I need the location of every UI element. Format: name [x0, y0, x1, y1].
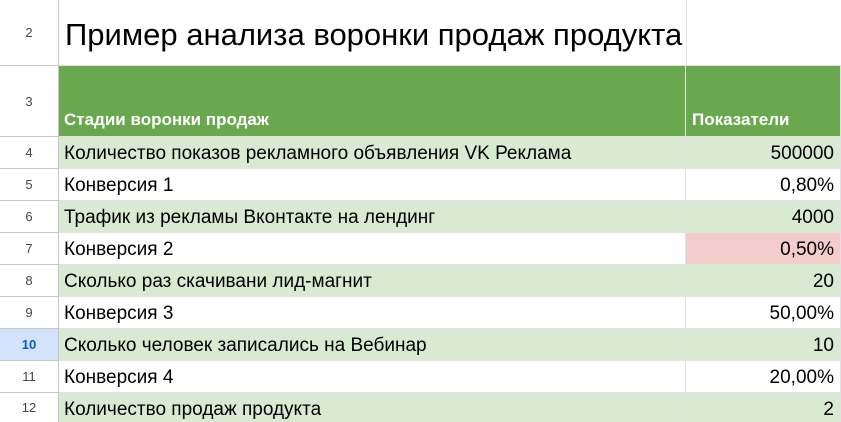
table-row: 4 Количество показов рекламного объявлен…	[0, 137, 841, 169]
value-cell[interactable]: 10	[686, 329, 841, 361]
row-header[interactable]: 8	[0, 265, 59, 297]
value-cell[interactable]: 2	[686, 393, 841, 422]
table-row: 12 Количество продаж продукта 2	[0, 393, 841, 422]
table-row: 6 Трафик из рекламы Вконтакте на лендинг…	[0, 201, 841, 233]
stage-cell[interactable]: Сколько раз скачивани лид-магнит	[59, 265, 686, 297]
stage-cell[interactable]: Количество показов рекламного объявления…	[59, 137, 686, 169]
row-header[interactable]: 11	[0, 361, 59, 393]
value-cell[interactable]: 4000	[686, 201, 841, 233]
stage-cell[interactable]: Трафик из рекламы Вконтакте на лендинг	[59, 201, 686, 233]
stage-cell[interactable]: Конверсия 4	[59, 361, 686, 393]
stage-cell[interactable]: Количество продаж продукта	[59, 393, 686, 422]
row-header[interactable]: 3	[0, 66, 59, 137]
stage-cell[interactable]: Конверсия 3	[59, 297, 686, 329]
title-row: 2 Пример анализа воронки продаж продукта	[0, 0, 841, 66]
table-row: 8 Сколько раз скачивани лид-магнит 20	[0, 265, 841, 297]
row-header[interactable]: 6	[0, 201, 59, 233]
stage-cell[interactable]: Сколько человек записались на Вебинар	[59, 329, 686, 361]
sheet-title-cell[interactable]: Пример анализа воронки продаж продукта	[59, 0, 841, 66]
value-cell-highlighted[interactable]: 0,50%	[686, 233, 841, 265]
table-row: 10 Сколько человек записались на Вебинар…	[0, 329, 841, 361]
row-header-selected[interactable]: 10	[0, 329, 59, 361]
header-cell-metrics[interactable]: Показатели	[686, 66, 841, 137]
value-cell[interactable]: 20	[686, 265, 841, 297]
row-header[interactable]: 2	[0, 0, 59, 66]
value-cell[interactable]: 500000	[686, 137, 841, 169]
value-cell[interactable]: 0,80%	[686, 169, 841, 201]
row-header[interactable]: 4	[0, 137, 59, 169]
row-header[interactable]: 12	[0, 393, 59, 422]
row-header[interactable]: 7	[0, 233, 59, 265]
value-cell[interactable]: 20,00%	[686, 361, 841, 393]
header-cell-stages[interactable]: Стадии воронки продаж	[59, 66, 686, 137]
row-header[interactable]: 5	[0, 169, 59, 201]
value-cell[interactable]: 50,00%	[686, 297, 841, 329]
stage-cell[interactable]: Конверсия 2	[59, 233, 686, 265]
table-row: 11 Конверсия 4 20,00%	[0, 361, 841, 393]
table-row: 5 Конверсия 1 0,80%	[0, 169, 841, 201]
row-header[interactable]: 9	[0, 297, 59, 329]
table-row: 7 Конверсия 2 0,50%	[0, 233, 841, 265]
header-row: 3 Стадии воронки продаж Показатели	[0, 66, 841, 137]
stage-cell[interactable]: Конверсия 1	[59, 169, 686, 201]
column-divider	[686, 0, 687, 66]
table-row: 9 Конверсия 3 50,00%	[0, 297, 841, 329]
